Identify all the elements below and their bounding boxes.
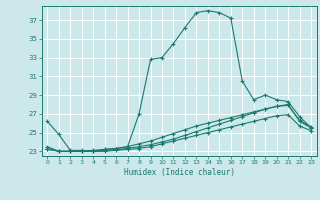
X-axis label: Humidex (Indice chaleur): Humidex (Indice chaleur) <box>124 168 235 177</box>
